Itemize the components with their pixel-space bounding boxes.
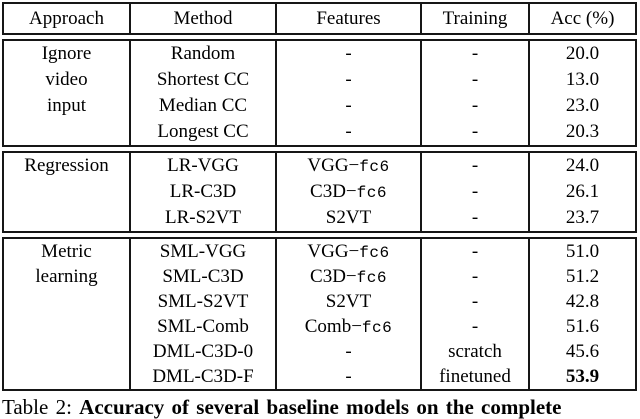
features-cell: - [275,67,420,93]
caption-label: Table 2: [2,395,72,419]
method-cell: SML-VGG [129,239,275,264]
header-approach: Approach [29,8,104,29]
method-cell: Longest CC [129,119,275,145]
table-header-row: Approach Method Features Training Acc (%… [2,2,637,35]
features-cell: S2VT [275,289,420,314]
approach-line: learning [35,266,98,287]
approach-cell: Regression [4,153,129,231]
features-text: - [345,43,352,64]
training-cell: - [420,41,528,67]
approach-line: Regression [24,155,109,176]
header-features: Features [275,4,420,33]
training-cell: - [420,239,528,264]
training-cell: - [420,67,528,93]
method-cell: SML-C3D [129,264,275,289]
training-cell: - [420,314,528,339]
method-cell: LR-VGG [129,153,275,179]
method-cell: Random [129,41,275,67]
method-cell: Median CC [129,93,275,119]
features-text: C3D− [310,266,357,287]
accuracy-cell: 53.9 [528,364,635,389]
features-mono-text: fc6 [356,184,387,202]
accuracy-cell: 26.1 [528,179,635,205]
features-cell: - [275,41,420,67]
method-cell: DML-C3D-F [129,364,275,389]
training-cell: finetuned [420,364,528,389]
training-cell: scratch [420,339,528,364]
accuracy-cell: 45.6 [528,339,635,364]
features-text: - [345,69,352,90]
header-method: Method [129,4,275,33]
features-text: - [345,95,352,116]
features-text: - [345,121,352,142]
features-cell: - [275,119,420,145]
method-cell: LR-C3D [129,179,275,205]
training-cell: - [420,179,528,205]
accuracy-cell: 51.6 [528,314,635,339]
features-text: - [345,366,352,387]
features-text: C3D− [310,181,357,202]
accuracy-cell: 20.3 [528,119,635,145]
features-text: Comb− [304,316,362,337]
method-cell: LR-S2VT [129,205,275,231]
features-cell: - [275,93,420,119]
features-text: S2VT [325,291,372,312]
features-cell: S2VT [275,205,420,231]
features-cell: C3D−fc6 [275,264,420,289]
features-text: S2VT [325,207,372,228]
method-cell: DML-C3D-0 [129,339,275,364]
approach-line: video [45,69,88,90]
method-cell: SML-Comb [129,314,275,339]
section-ignore-video-input: Ignore video input Random - - 20.0 Short… [2,39,637,147]
accuracy-cell: 20.0 [528,41,635,67]
table-caption: Table 2: Accuracy of several baseline mo… [2,395,637,419]
features-text: VGG− [307,155,360,176]
section-regression: Regression LR-VGG VGG−fc6 - 24.0 LR-C3D … [2,151,637,233]
accuracy-cell: 42.8 [528,289,635,314]
accuracy-cell: 13.0 [528,67,635,93]
features-mono-text: fc6 [361,319,393,337]
accuracy-cell: 51.2 [528,264,635,289]
training-cell: - [420,93,528,119]
header-accuracy: Acc (%) [528,4,635,33]
method-cell: Shortest CC [129,67,275,93]
accuracy-cell: 51.0 [528,239,635,264]
features-mono-text: fc6 [359,244,390,262]
training-cell: - [420,119,528,145]
approach-cell: Ignore video input [4,41,129,145]
accuracy-cell: 23.0 [528,93,635,119]
approach-line: Metric [41,241,92,262]
caption-text: Accuracy of several baseline models on t… [79,395,562,419]
training-cell: - [420,289,528,314]
features-cell: - [275,339,420,364]
features-cell: Comb−fc6 [275,314,420,339]
features-cell: VGG−fc6 [275,153,420,179]
section-metric-learning: Metric learning SML-VGG VGG−fc6 - 51.0 S… [2,237,637,391]
accuracy-cell: 24.0 [528,153,635,179]
training-cell: - [420,264,528,289]
accuracy-cell: 23.7 [528,205,635,231]
method-cell: SML-S2VT [129,289,275,314]
features-cell: VGG−fc6 [275,239,420,264]
features-text: - [345,341,352,362]
training-cell: - [420,205,528,231]
features-cell: - [275,364,420,389]
features-cell: C3D−fc6 [275,179,420,205]
approach-line: Ignore [41,43,92,64]
training-cell: - [420,153,528,179]
features-text: VGG− [307,241,360,262]
header-training: Training [420,4,528,33]
features-mono-text: fc6 [356,269,387,287]
approach-cell: Metric learning [4,239,129,389]
features-mono-text: fc6 [359,158,390,176]
approach-line: input [46,95,87,116]
